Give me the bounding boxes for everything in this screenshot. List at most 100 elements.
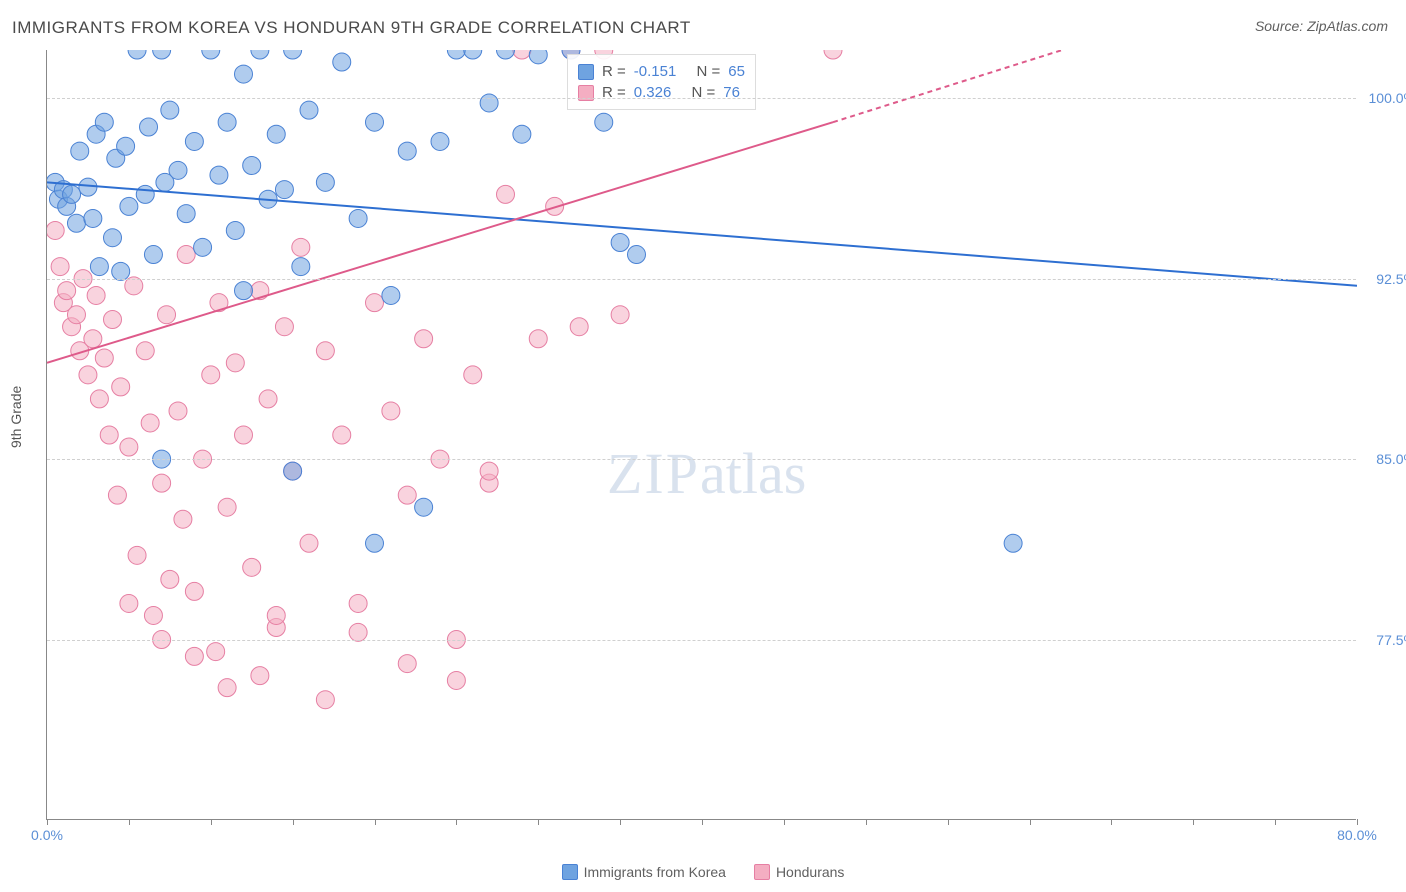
xtick — [538, 819, 539, 825]
xtick — [211, 819, 212, 825]
stats-swatch-korea — [578, 64, 594, 80]
korea-point — [90, 258, 108, 276]
honduras-point — [47, 221, 64, 239]
ytick-label: 85.0% — [1361, 451, 1406, 467]
honduras-trend-line — [47, 122, 833, 363]
korea-point — [366, 534, 384, 552]
honduras-point — [398, 486, 416, 504]
source-attribution: Source: ZipAtlas.com — [1255, 18, 1388, 34]
honduras-point — [333, 426, 351, 444]
korea-point — [349, 209, 367, 227]
korea-point — [382, 286, 400, 304]
honduras-point — [316, 691, 334, 709]
korea-point — [243, 157, 261, 175]
ytick-label: 92.5% — [1361, 271, 1406, 287]
honduras-point — [513, 50, 531, 59]
korea-point — [628, 246, 646, 264]
honduras-point — [128, 546, 146, 564]
korea-point — [177, 205, 195, 223]
honduras-point — [144, 606, 162, 624]
honduras-point — [235, 426, 253, 444]
korea-point — [128, 50, 146, 59]
honduras-point — [824, 50, 842, 59]
korea-point — [169, 161, 187, 179]
korea-point — [153, 50, 171, 59]
xtick — [866, 819, 867, 825]
korea-point — [464, 50, 482, 59]
honduras-point — [207, 643, 225, 661]
xtick-label: 80.0% — [1337, 827, 1377, 843]
honduras-point — [112, 378, 130, 396]
honduras-point — [185, 647, 203, 665]
xtick-label: 0.0% — [31, 827, 63, 843]
n-label: N = — [696, 63, 720, 80]
korea-point — [161, 101, 179, 119]
korea-point — [140, 118, 158, 136]
honduras-point — [51, 258, 69, 276]
honduras-point — [243, 558, 261, 576]
source-label: Source: — [1255, 18, 1303, 34]
korea-point — [447, 50, 465, 59]
bottom-legend: Immigrants from Korea Hondurans — [0, 864, 1406, 880]
legend-item-korea: Immigrants from Korea — [562, 864, 726, 880]
korea-point — [300, 101, 318, 119]
korea-point — [595, 113, 613, 131]
gridline — [47, 640, 1356, 641]
korea-point — [333, 53, 351, 71]
korea-point — [202, 50, 220, 59]
korea-point — [284, 50, 302, 59]
korea-point — [235, 65, 253, 83]
xtick — [129, 819, 130, 825]
xtick — [293, 819, 294, 825]
korea-point — [366, 113, 384, 131]
honduras-point — [259, 390, 277, 408]
ytick-label: 100.0% — [1361, 90, 1406, 106]
legend-item-honduras: Hondurans — [754, 864, 845, 880]
korea-point — [398, 142, 416, 160]
honduras-point — [177, 246, 195, 264]
honduras-point — [218, 498, 236, 516]
korea-point — [84, 209, 102, 227]
honduras-point — [120, 438, 138, 456]
honduras-point — [108, 486, 126, 504]
honduras-point — [226, 354, 244, 372]
korea-point — [95, 113, 113, 131]
honduras-point — [153, 474, 171, 492]
korea-point — [480, 94, 498, 112]
honduras-point — [611, 306, 629, 324]
legend-label-korea: Immigrants from Korea — [584, 864, 726, 880]
honduras-point — [447, 671, 465, 689]
xtick — [784, 819, 785, 825]
xtick — [1111, 819, 1112, 825]
korea-point — [316, 173, 334, 191]
gridline — [47, 98, 1356, 99]
legend-swatch-korea — [562, 864, 578, 880]
honduras-point — [366, 294, 384, 312]
korea-point — [194, 238, 212, 256]
korea-point — [1004, 534, 1022, 552]
korea-point — [120, 197, 138, 215]
honduras-point — [464, 366, 482, 384]
honduras-point — [79, 366, 97, 384]
honduras-point — [185, 582, 203, 600]
xtick — [948, 819, 949, 825]
honduras-point — [100, 426, 118, 444]
korea-point — [185, 132, 203, 150]
honduras-point — [169, 402, 187, 420]
ytick-label: 77.5% — [1361, 632, 1406, 648]
korea-point — [292, 258, 310, 276]
korea-point — [104, 229, 122, 247]
honduras-point — [529, 330, 547, 348]
honduras-point — [141, 414, 159, 432]
honduras-point — [398, 655, 416, 673]
legend-label-honduras: Hondurans — [776, 864, 845, 880]
korea-point — [210, 166, 228, 184]
xtick — [47, 819, 48, 825]
honduras-point — [251, 667, 269, 685]
source-name: ZipAtlas.com — [1307, 18, 1388, 34]
korea-point — [267, 125, 285, 143]
honduras-point — [84, 330, 102, 348]
honduras-point — [349, 594, 367, 612]
korea-point — [67, 214, 85, 232]
korea-point — [71, 142, 89, 160]
